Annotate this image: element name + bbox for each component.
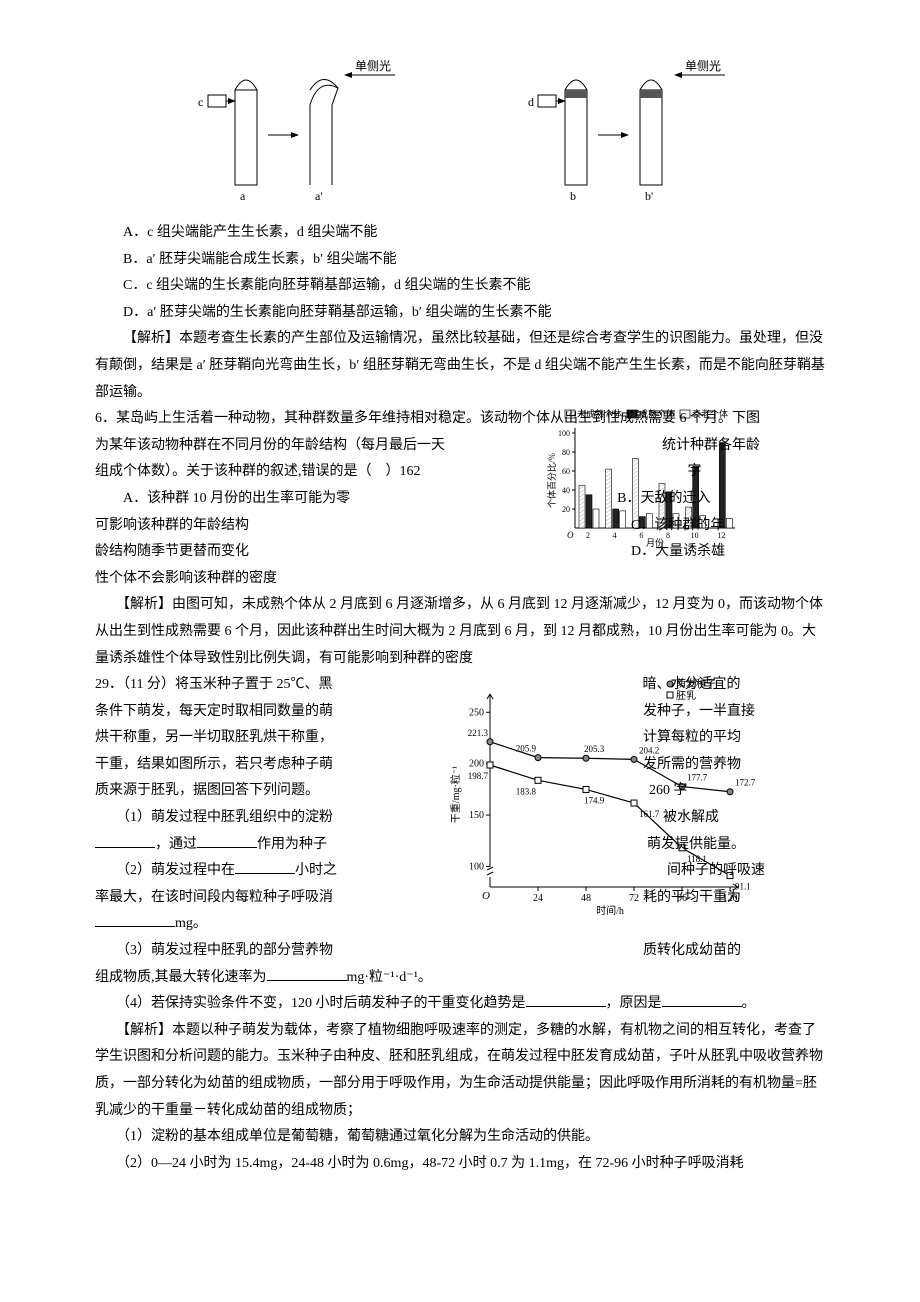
q5-figure-left: 单侧光 c a a' [190, 60, 400, 210]
svg-text:d: d [528, 95, 534, 109]
q6-stem-line3: 组成个体数）。关于该种群的叙述,错误的是（ ）162 字 [95, 459, 825, 486]
q29-l5: 质来源于胚乳，据图回答下列问题。260 字 [95, 778, 825, 805]
blank-4 [95, 912, 175, 927]
blank-6 [526, 992, 606, 1007]
q6-opt-a: A．该种群 10 月份的出生率可能为零 [95, 491, 350, 506]
q29-l1: 29．（11 分）将玉米种子置于 25℃、黑暗、水分适宜的 [95, 672, 825, 699]
q5-opt-d: D．a′ 胚芽尖端的生长素能向胚芽鞘基部运输，b′ 组尖端的生长素不能 [95, 300, 825, 327]
q29-sol-1: （1）淀粉的基本组成单位是葡萄糖，葡萄糖通过氧化分解为生命活动的供能。 [95, 1124, 825, 1151]
blank-1 [95, 833, 155, 848]
q5-opt-b: B．a′ 胚芽尖端能合成生长素，b′ 组尖端不能 [95, 247, 825, 274]
q6-stem-line2: 为某年该动物种群在不同月份的年龄结构（每月最后一天 统计种群各年龄 [95, 433, 825, 460]
q6-solution: 【解析】由图可知，未成熟个体从 2 月底到 6 月逐渐增多，从 6 月底到 12… [95, 592, 825, 672]
q29-p4: （4）若保持实验条件不变，120 小时后萌发种子的干重变化趋势是，原因是。 [95, 991, 825, 1018]
q5-opt-a: A．c 组尖端能产生生长素，d 组尖端不能 [95, 220, 825, 247]
q6-stem-line1: 6．某岛屿上生活着一种动物，其种群数量多年维持相对稳定。该动物个体从出生到性成熟… [95, 406, 825, 433]
svg-text:c: c [198, 95, 203, 109]
q29-p1: （1）萌发过程中胚乳组织中的淀粉被水解成 [95, 805, 825, 832]
q5-figure-right: 单侧光 d b b' [520, 60, 730, 210]
q29-l4: 干重，结果如图所示，若只考虑种子萌发所需的营养物 [95, 752, 825, 779]
q6-opt-d: D．大量诱杀雄 [631, 544, 725, 559]
svg-text:单侧光: 单侧光 [355, 60, 391, 73]
q6-opt-b: B．天敌的迁入 [617, 491, 710, 506]
blank-3 [235, 859, 295, 874]
q29-p1b: ，通过作用为种子萌发提供能量。 [95, 832, 825, 859]
q29-p2: （2）萌发过程中在小时之间种子的呼吸速 [95, 858, 825, 885]
svg-text:b: b [570, 189, 576, 203]
q5-solution: 【解析】本题考查生长素的产生部位及运输情况，虽然比较基础，但还是综合考查学生的识… [95, 326, 825, 406]
q6-opt-c-cont: 龄结构随季节更替而变化 [95, 544, 249, 559]
q6-line-c: 可影响该种群的年龄结构 C．该种群的年 [95, 513, 825, 540]
q29-sol-2: （2）0—24 小时为 15.4mg，24-48 小时为 0.6mg，48-72… [95, 1151, 825, 1178]
q5-opt-c: C．c 组尖端的生长素能向胚芽鞘基部运输，d 组尖端的生长素不能 [95, 273, 825, 300]
q6-line-e: 性个体不会影响该种群的密度 [95, 566, 825, 593]
blank-5 [267, 966, 347, 981]
q6-line-d: 龄结构随季节更替而变化 D．大量诱杀雄 [95, 539, 825, 566]
q6-l3-left: 组成个体数）。关于该种群的叙述,错误的是（ ）162 [95, 464, 421, 479]
q6-l2-right: 统计种群各年龄 [662, 438, 760, 453]
q6-line-a: A．该种群 10 月份的出生率可能为零 B．天敌的迁入 [95, 486, 825, 513]
q29-l3: 烘干称重，另一半切取胚乳烘干称重，计算每粒的平均 [95, 725, 825, 752]
q29-sol-0: 【解析】本题以种子萌发为载体，考察了植物细胞呼吸速率的测定，多糖的水解，有机物之… [95, 1018, 825, 1124]
q6-l2-left: 为某年该动物种群在不同月份的年龄结构（每月最后一天 [95, 438, 445, 453]
q6-opt-c: C．该种群的年 [631, 518, 724, 533]
q29-l2: 条件下萌发，每天定时取相同数量的萌发种子，一半直接 [95, 699, 825, 726]
q6-l3-right: 字 [688, 464, 702, 479]
blank-2 [197, 833, 257, 848]
blank-7 [662, 992, 742, 1007]
svg-text:b': b' [645, 189, 653, 203]
svg-text:a: a [240, 189, 246, 203]
q29-p3: （3）萌发过程中胚乳的部分营养物质转化成幼苗的 [95, 938, 825, 965]
q5-figure-row: 单侧光 c a a' 单侧光 d [95, 60, 825, 210]
svg-text:单侧光: 单侧光 [685, 60, 721, 73]
q29-p2c: mg。 [95, 911, 825, 938]
q6-opt-b-cont: 可影响该种群的年龄结构 [95, 518, 249, 533]
q29-p2b: 率最大，在该时间段内每粒种子呼吸消耗的平均干重为 [95, 885, 825, 912]
svg-text:a': a' [315, 189, 323, 203]
q29-p3b: 组成物质,其最大转化速率为mg·粒⁻¹·d⁻¹。 [95, 965, 825, 992]
